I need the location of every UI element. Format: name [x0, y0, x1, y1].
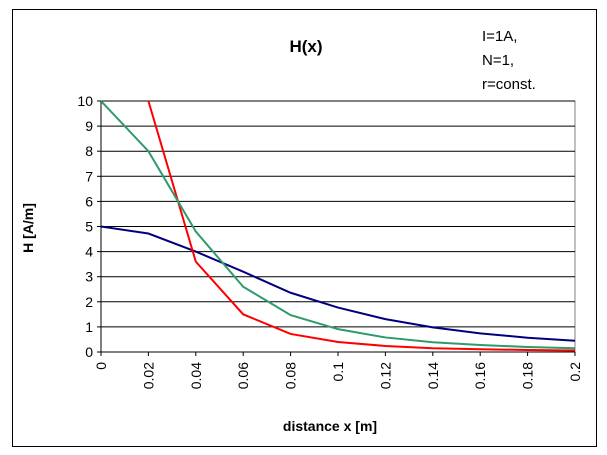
x-tick-label-0.1: 0.1 [330, 362, 346, 382]
y-tick-label-2: 2 [85, 294, 93, 310]
x-tick-label-0.2: 0.2 [567, 362, 583, 382]
x-tick-label-0.18: 0.18 [520, 362, 536, 389]
y-tick-labels: 0 1 2 3 4 5 6 7 8 9 10 [77, 93, 93, 360]
x-tick-label-0.14: 0.14 [425, 362, 441, 389]
annotation-line-radius: r=const. [482, 76, 536, 93]
x-tick-label-0.06: 0.06 [235, 362, 251, 389]
y-tick-label-6: 6 [85, 193, 93, 209]
y-axis-label: H [A/m] [20, 203, 36, 253]
x-tick-label-0.08: 0.08 [283, 362, 299, 389]
y-tick-label-3: 3 [85, 269, 93, 285]
x-axis-label: distance x [m] [283, 418, 377, 434]
x-tick-label-0: 0 [93, 362, 109, 370]
grid-lines [101, 100, 575, 328]
chart-title: H(x) [289, 37, 322, 56]
y-tick-label-0: 0 [85, 344, 93, 360]
y-tick-label-7: 7 [85, 168, 93, 184]
x-tick-label-0.02: 0.02 [140, 362, 156, 389]
y-tick-label-10: 10 [77, 93, 93, 109]
x-tick-labels: 0 0.02 0.04 0.06 0.08 0.1 0.12 0.14 0.16 0.18 0.2 [93, 362, 583, 389]
annotation-line-current: I=1A, [482, 28, 517, 45]
annotation-block: I=1A, N=1, r=const. [482, 28, 536, 93]
series-line-2 [147, 100, 575, 352]
y-tick-label-8: 8 [85, 143, 93, 159]
y-tick-label-1: 1 [85, 319, 93, 335]
series-lines [101, 100, 575, 352]
y-tick-label-5: 5 [85, 219, 93, 235]
y-tick-label-9: 9 [85, 118, 93, 134]
x-tick-label-0.12: 0.12 [377, 362, 393, 389]
annotation-line-turns: N=1, [482, 52, 514, 69]
x-tick-label-0.16: 0.16 [472, 362, 488, 389]
series-line-3 [101, 100, 575, 350]
y-tick-label-4: 4 [85, 244, 93, 260]
series-line-1 [101, 225, 575, 342]
x-tick-label-0.04: 0.04 [188, 362, 204, 389]
